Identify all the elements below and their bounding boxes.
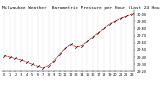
Text: Milwaukee Weather  Barometric Pressure per Hour (Last 24 Hours): Milwaukee Weather Barometric Pressure pe… <box>2 6 160 10</box>
